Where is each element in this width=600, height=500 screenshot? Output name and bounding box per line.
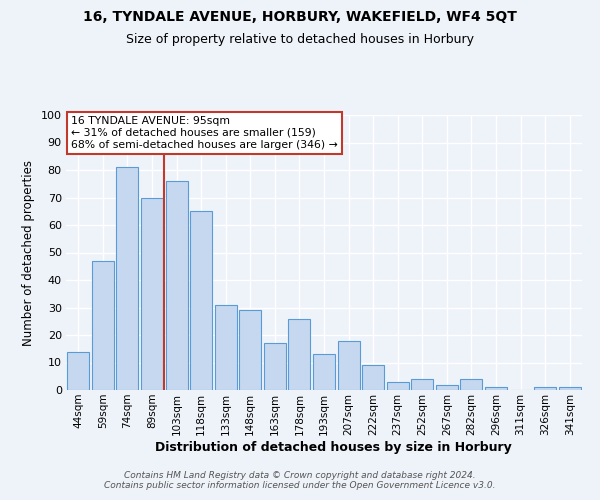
Text: Contains HM Land Registry data © Crown copyright and database right 2024.
Contai: Contains HM Land Registry data © Crown c…: [104, 470, 496, 490]
Bar: [264, 343, 286, 390]
Bar: [116, 167, 139, 390]
Bar: [460, 379, 482, 390]
Bar: [215, 304, 237, 390]
Bar: [362, 365, 384, 390]
Text: 16 TYNDALE AVENUE: 95sqm
← 31% of detached houses are smaller (159)
68% of semi-: 16 TYNDALE AVENUE: 95sqm ← 31% of detach…: [71, 116, 338, 150]
Bar: [411, 379, 433, 390]
Bar: [313, 354, 335, 390]
Bar: [485, 387, 507, 390]
Bar: [559, 387, 581, 390]
Text: Size of property relative to detached houses in Horbury: Size of property relative to detached ho…: [126, 32, 474, 46]
Bar: [436, 384, 458, 390]
Bar: [190, 211, 212, 390]
Bar: [166, 181, 188, 390]
Y-axis label: Number of detached properties: Number of detached properties: [22, 160, 35, 346]
Bar: [141, 198, 163, 390]
Bar: [289, 318, 310, 390]
Bar: [534, 387, 556, 390]
Bar: [239, 310, 262, 390]
Text: Distribution of detached houses by size in Horbury: Distribution of detached houses by size …: [155, 441, 511, 454]
Bar: [386, 382, 409, 390]
Bar: [67, 352, 89, 390]
Bar: [92, 261, 114, 390]
Text: 16, TYNDALE AVENUE, HORBURY, WAKEFIELD, WF4 5QT: 16, TYNDALE AVENUE, HORBURY, WAKEFIELD, …: [83, 10, 517, 24]
Bar: [338, 340, 359, 390]
